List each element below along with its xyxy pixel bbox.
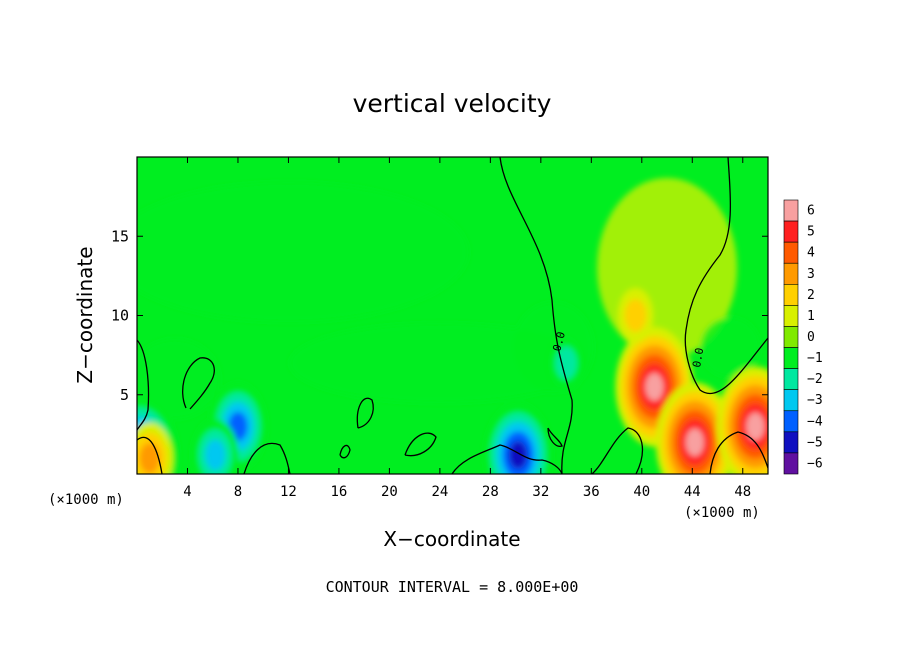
plot-area: 0.0 0.0 <box>136 156 769 475</box>
field-feature <box>645 373 664 401</box>
zero-contour-blob-c <box>356 397 374 429</box>
colorbar-label: −4 <box>807 414 823 429</box>
field-feature <box>746 412 765 441</box>
zero-contour-left-edge <box>137 339 150 431</box>
x-tick-label: 20 <box>381 484 398 500</box>
colorbar-swatch <box>783 284 799 306</box>
zero-contour-bottom-a <box>137 436 163 474</box>
x-tick-label: 12 <box>280 484 297 500</box>
x-tick-label: 40 <box>633 484 650 500</box>
colorbar-swatch <box>783 368 799 390</box>
field-feature <box>205 439 226 471</box>
zero-contour-bottom-e <box>451 444 563 474</box>
colorbar-swatch <box>783 305 799 327</box>
y-tick-label: 10 <box>111 307 129 325</box>
x-axis: 4 8 12 16 20 24 28 32 36 40 44 48 <box>183 157 751 500</box>
zero-contour-bottom-g <box>591 427 644 474</box>
colorbar-swatch <box>783 452 799 475</box>
x-tick-label: 36 <box>583 484 600 500</box>
contour-label-left: 0.0 <box>550 330 568 353</box>
zero-contour-right-upper <box>499 157 573 474</box>
colorbar-label: −5 <box>807 435 823 450</box>
field-feature <box>624 298 647 333</box>
colorbar-label: −2 <box>807 372 823 387</box>
zero-contour-blob-f <box>547 427 563 447</box>
x-tick-label: 32 <box>532 484 549 500</box>
colorbar-swatch <box>783 199 799 222</box>
field-region <box>700 317 761 378</box>
colorbar-label: 6 <box>807 204 815 219</box>
field-feature <box>508 440 528 470</box>
colorbar-label: 4 <box>807 246 815 261</box>
field-feature <box>555 346 577 380</box>
colorbar-swatch <box>783 347 799 369</box>
colorbar-swatch <box>783 326 799 348</box>
x-tick-label: 4 <box>183 484 191 500</box>
colorbar-swatch <box>783 220 799 243</box>
colorbar-label: 3 <box>807 267 815 282</box>
velocity-field <box>137 177 768 474</box>
colorbar-swatch <box>783 241 799 264</box>
x-axis-label: X−coordinate <box>383 527 520 551</box>
x-tick-label: 16 <box>330 484 347 500</box>
colorbar-swatch <box>783 389 799 412</box>
x-tick-label: 44 <box>684 484 701 500</box>
colorbar-swatch <box>783 431 799 454</box>
x-tick-label: 48 <box>734 484 751 500</box>
colorbar-label: −6 <box>807 456 823 471</box>
colorbar-label: 2 <box>807 288 815 303</box>
x-tick-label: 28 <box>482 484 499 500</box>
zero-contour-blob-d <box>404 432 437 457</box>
x-tick-label: 8 <box>234 484 242 500</box>
y-axis-label: Z−coordinate <box>73 246 97 383</box>
field-feature <box>139 442 160 474</box>
zero-contour-left-blob <box>182 357 215 410</box>
colorbar-label: 5 <box>807 225 815 240</box>
colorbar: 6 5 4 3 2 1 0 −1 −2 −3 −4 −5 −6 <box>783 199 823 475</box>
colorbar-swatch <box>783 262 799 285</box>
field-region <box>137 182 469 323</box>
colorbar-label: 1 <box>807 309 815 324</box>
colorbar-label: −3 <box>807 393 823 408</box>
y-tick-label: 15 <box>111 227 129 245</box>
y-tick-label: 5 <box>120 386 129 404</box>
zero-contour-small-i <box>339 444 351 459</box>
x-tick-label: 24 <box>431 484 448 500</box>
zero-contour-bottom-h <box>709 431 768 474</box>
zero-contour-right-lower <box>684 157 768 395</box>
contour-label-right: 0.0 <box>690 347 706 369</box>
colorbar-label: 0 <box>807 330 815 345</box>
colorbar-swatch <box>783 410 799 433</box>
chart-title: vertical velocity <box>353 89 552 118</box>
colorbar-label: −1 <box>807 351 823 366</box>
y-axis: 5 10 15 <box>111 227 768 404</box>
field-feature <box>685 428 704 457</box>
zero-contour-bottom-b <box>243 442 291 474</box>
zero-contours <box>137 157 768 474</box>
x-unit-left: (×1000 m) <box>48 492 124 508</box>
contour-interval-note: CONTOUR INTERVAL = 8.000E+00 <box>326 578 579 596</box>
x-unit-right: (×1000 m) <box>684 505 760 521</box>
